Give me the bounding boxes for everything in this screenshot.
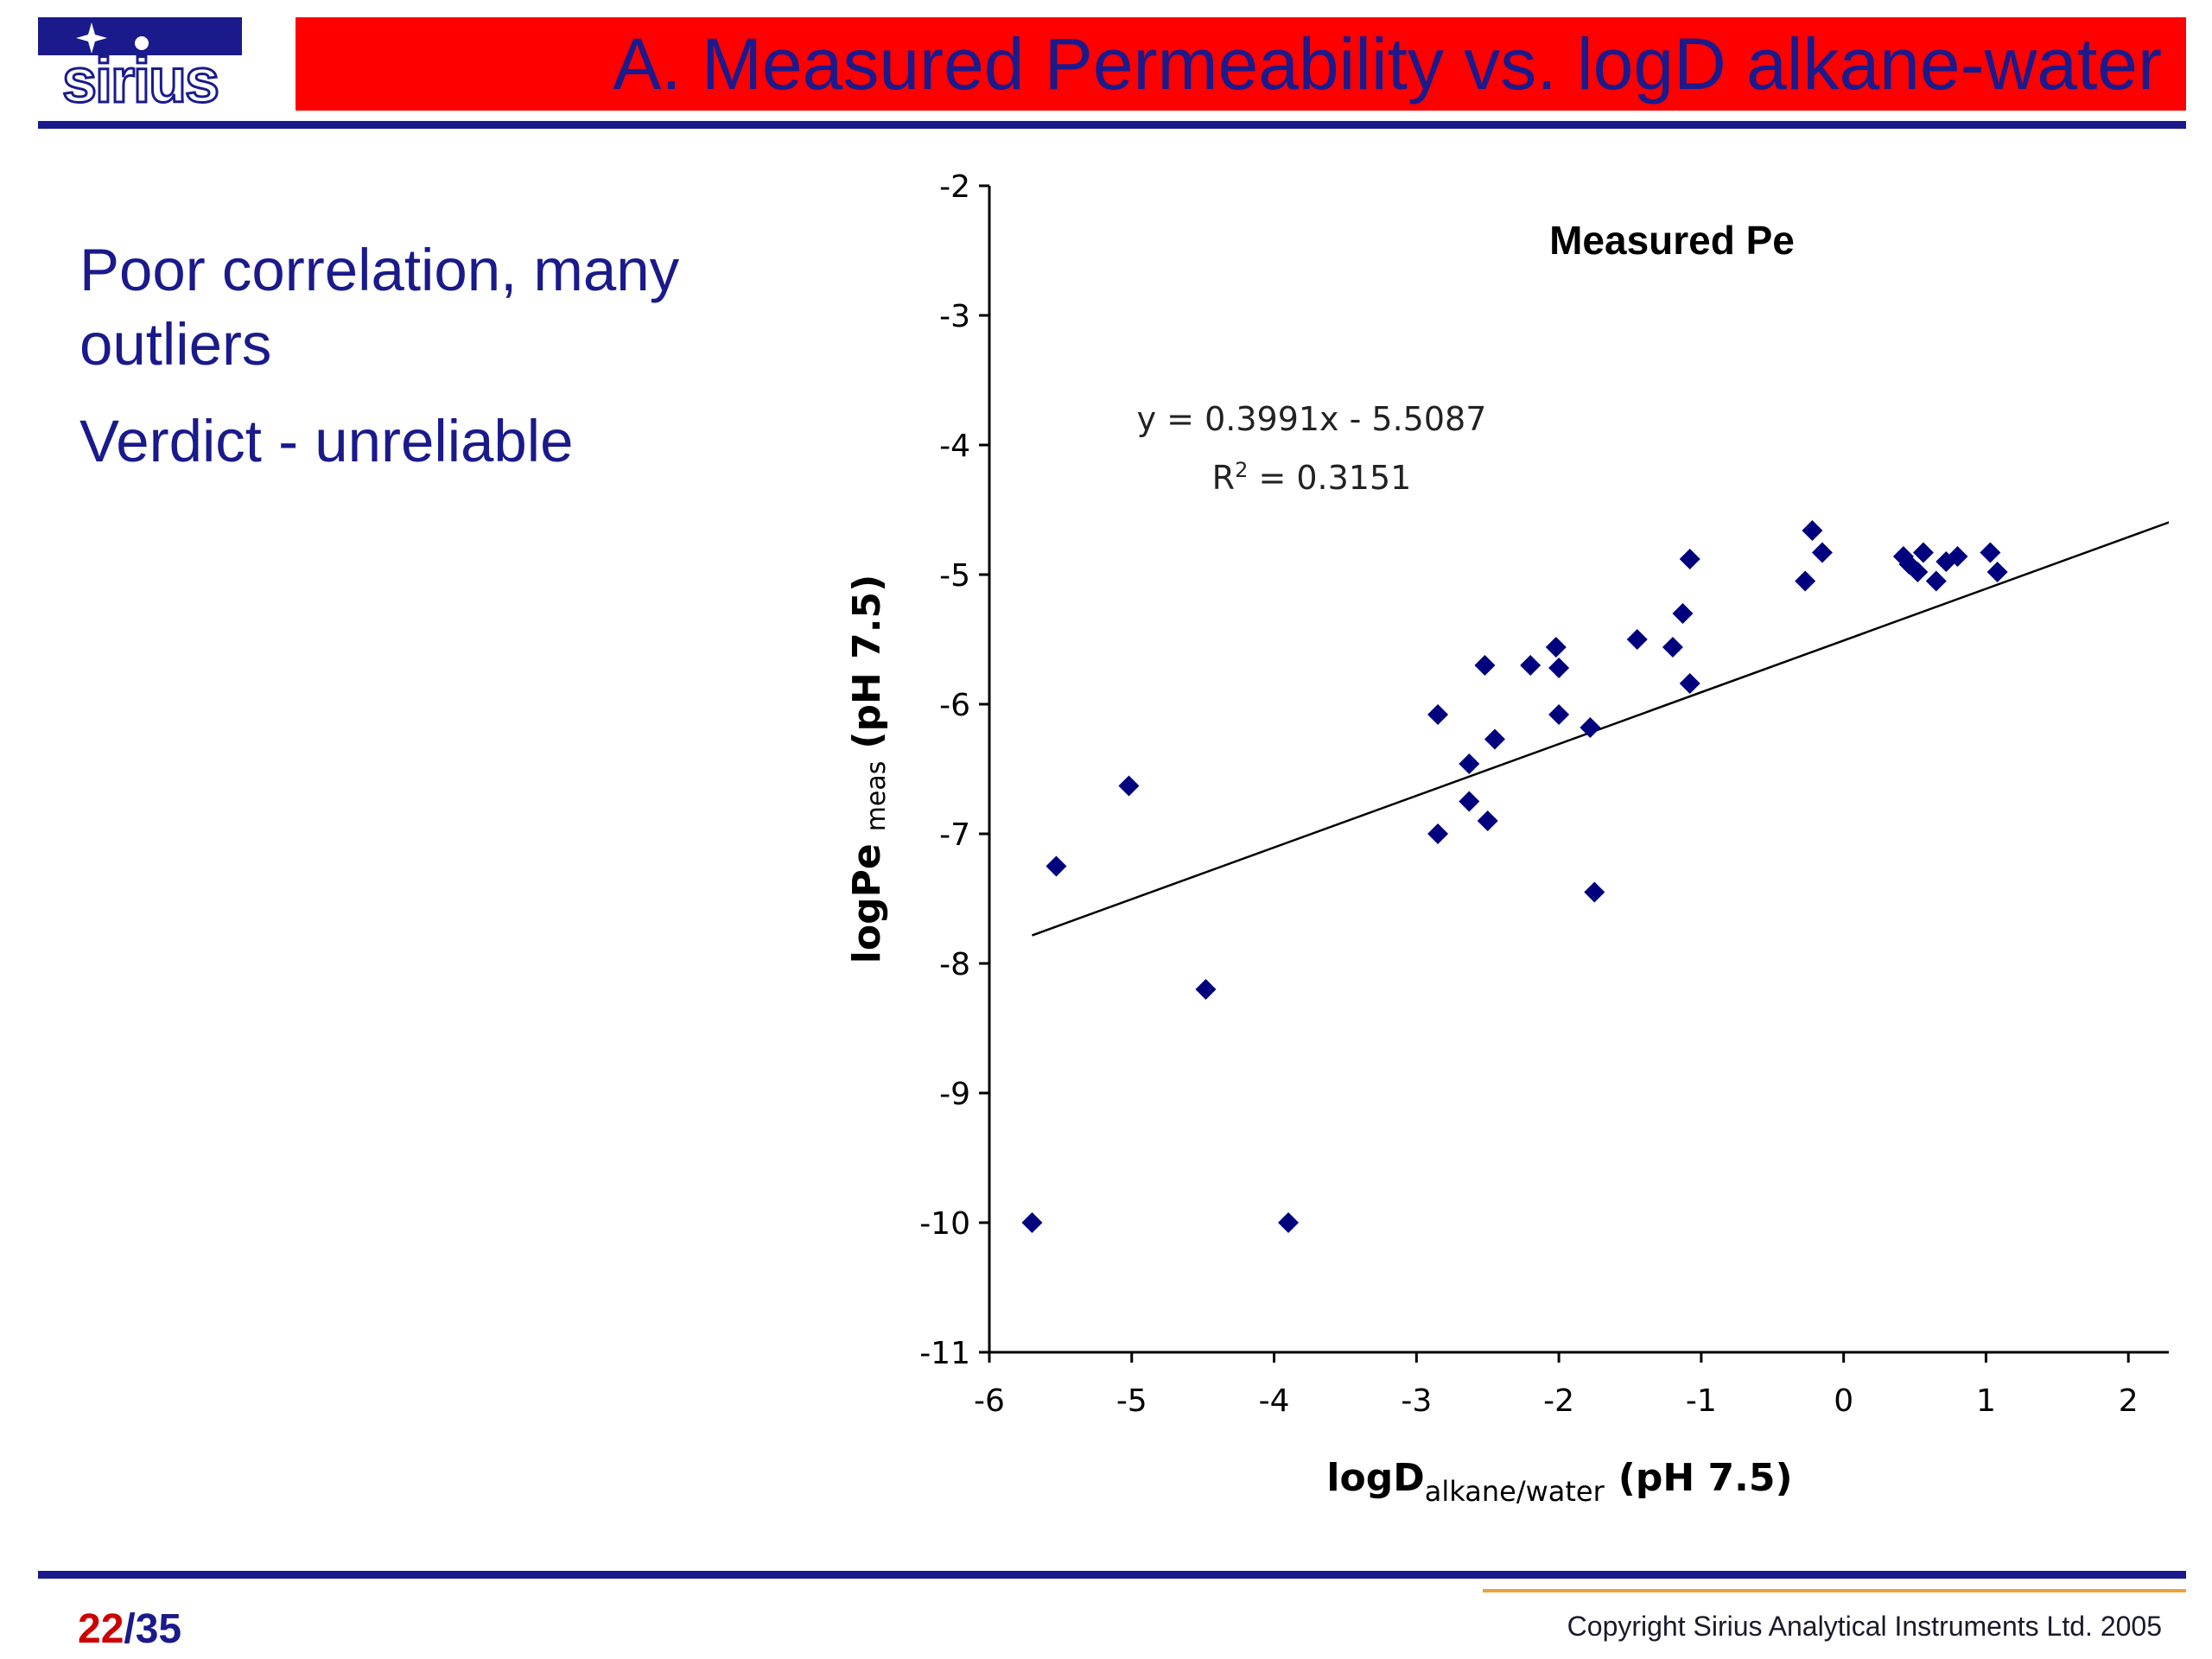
x-tick-label: -4 <box>1259 1383 1290 1419</box>
bullet-list: Poor correlation, many outliers Verdict … <box>79 233 771 501</box>
y-tick-label: -9 <box>939 1077 970 1112</box>
logo-text: sirius <box>62 47 218 107</box>
y-tick-label: -4 <box>939 429 970 464</box>
page-separator: / <box>124 1606 136 1652</box>
bullet-verdict: Verdict - unreliable <box>79 408 574 474</box>
data-point <box>1947 546 1968 567</box>
data-point <box>1580 717 1601 738</box>
logo-dot-icon <box>135 36 149 50</box>
y-tick-label: -7 <box>939 817 970 853</box>
r-squared-prefix: R <box>1212 459 1235 497</box>
y-axis-label: logPe meas (pH 7.5) <box>845 575 892 963</box>
data-point <box>1925 570 1947 592</box>
footer-rule <box>38 1571 2186 1579</box>
footer-accent-rule <box>1483 1589 2186 1592</box>
data-point <box>1662 637 1683 658</box>
x-axis-label-sub: alkane/water <box>1425 1475 1605 1508</box>
x-tick-label: -6 <box>974 1383 1005 1419</box>
page-number: 22/35 <box>78 1605 181 1653</box>
header-rule <box>38 121 2186 129</box>
page-current: 22 <box>78 1606 124 1652</box>
data-point <box>1986 562 2008 582</box>
x-tick-label: 2 <box>2119 1383 2139 1419</box>
data-point <box>1980 542 2001 563</box>
data-point <box>1679 673 1700 694</box>
x-tick-label: -3 <box>1401 1383 1432 1419</box>
y-tick-label: -3 <box>939 299 970 334</box>
x-axis-label: logDalkane/water (pH 7.5) <box>1326 1456 1792 1508</box>
y-tick-label: -6 <box>939 688 970 723</box>
r-squared-label: R2 = 0.3151 <box>1212 458 1412 497</box>
x-tick-label: -2 <box>1543 1383 1574 1419</box>
x-tick-label: 0 <box>1834 1383 1853 1419</box>
x-axis-label-tail: (pH 7.5) <box>1618 1456 1793 1500</box>
y-axis-label-sub: meas <box>861 761 892 832</box>
data-point <box>1907 562 1929 582</box>
data-point <box>1459 791 1480 812</box>
data-points <box>1021 520 2008 1233</box>
data-point <box>1548 704 1570 725</box>
data-point <box>1021 1212 1043 1233</box>
data-point <box>1584 881 1605 903</box>
data-point <box>1545 637 1567 658</box>
x-ticks: -6-5-4-3-2-10123 <box>974 1352 2139 1419</box>
data-point <box>1474 655 1496 676</box>
y-axis-label-main: logPe <box>845 843 889 963</box>
slide-title: A. Measured Permeability vs. logD alkane… <box>613 23 2162 105</box>
data-point <box>1520 655 1541 676</box>
data-point <box>1459 753 1480 774</box>
bullet-correlation: Poor correlation, many outliers <box>79 237 680 378</box>
data-point <box>1811 542 1833 563</box>
r-squared-exponent: 2 <box>1235 458 1248 482</box>
y-tick-label: -8 <box>939 947 970 982</box>
sirius-logo: sirius <box>38 17 242 118</box>
data-point <box>1548 658 1570 678</box>
x-tick-label: 1 <box>1976 1383 1996 1419</box>
x-tick-label: -1 <box>1686 1383 1717 1419</box>
data-point <box>1195 979 1217 1000</box>
y-ticks: -2 -3 -4 -5 -6 -7 -8 -9 -10 -11 <box>919 169 989 1371</box>
x-axis-label-main: logD <box>1326 1456 1424 1500</box>
data-point <box>1795 570 1816 592</box>
chart-title: Measured Pe <box>1549 218 1795 263</box>
data-point <box>1477 810 1498 831</box>
title-bar: A. Measured Permeability vs. logD alkane… <box>296 17 2186 111</box>
data-point <box>1912 542 1934 563</box>
trendline-equation: y = 0.3991x - 5.5087 <box>1137 400 1487 438</box>
data-point <box>1278 1212 1300 1233</box>
data-point <box>1802 520 1823 541</box>
data-point <box>1679 549 1700 569</box>
data-point <box>1427 823 1449 844</box>
x-tick-label: -5 <box>1116 1383 1147 1419</box>
trendline <box>1032 521 2169 937</box>
copyright-text: Copyright Sirius Analytical Instruments … <box>1567 1611 2162 1642</box>
data-point <box>1427 704 1449 725</box>
y-axis-label-tail: (pH 7.5) <box>845 575 889 749</box>
y-tick-label: -5 <box>939 558 970 594</box>
y-tick-label: -10 <box>919 1206 970 1242</box>
y-tick-label: -2 <box>939 169 970 205</box>
scatter-chart: Measured Pe -2 -3 -4 -5 -6 -7 -8 -9 -10 -11 -6 -5-… <box>821 156 2169 1529</box>
data-point <box>1672 603 1694 624</box>
data-point <box>1626 629 1648 650</box>
r-squared-value: = 0.3151 <box>1248 459 1411 497</box>
logo-star-icon <box>76 22 107 54</box>
data-point <box>1046 855 1067 877</box>
page-total: 35 <box>135 1606 182 1652</box>
data-point <box>1484 728 1505 750</box>
data-point <box>1118 775 1140 797</box>
y-tick-label: -11 <box>919 1336 970 1371</box>
